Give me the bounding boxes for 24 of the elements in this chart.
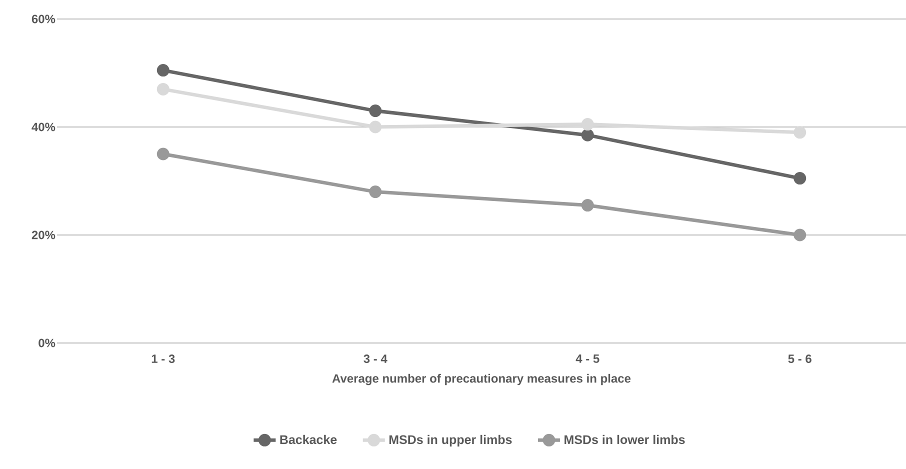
- x-tick-label: 1 - 3: [152, 354, 175, 364]
- point: [581, 118, 594, 131]
- point: [156, 82, 170, 96]
- legend-label: Backacke: [280, 434, 337, 444]
- point: [581, 128, 594, 142]
- point: [369, 186, 382, 198]
- x-tick-label: 4 - 5: [576, 354, 600, 363]
- point: [794, 126, 806, 139]
- x-tick-label: 5 - 6: [788, 354, 812, 364]
- x-tick-label: 3 - 4: [364, 354, 388, 364]
- y-tick-label: 60%: [32, 14, 56, 24]
- y-tick-label: 20%: [32, 230, 56, 240]
- point: [581, 199, 594, 212]
- x-axis-title: Average number of precautionary measures in place: [332, 374, 631, 386]
- y-tick-label: 40%: [32, 122, 56, 132]
- point: [369, 104, 382, 118]
- point: [794, 172, 806, 185]
- y-tick-label: 0%: [38, 338, 56, 348]
- point: [156, 64, 170, 77]
- point: [794, 228, 806, 242]
- legend-label: MSDs in upper limbs: [389, 434, 512, 447]
- point: [156, 148, 170, 160]
- point: [369, 120, 382, 134]
- legend-label: MSDs in lower limbs: [564, 434, 685, 444]
